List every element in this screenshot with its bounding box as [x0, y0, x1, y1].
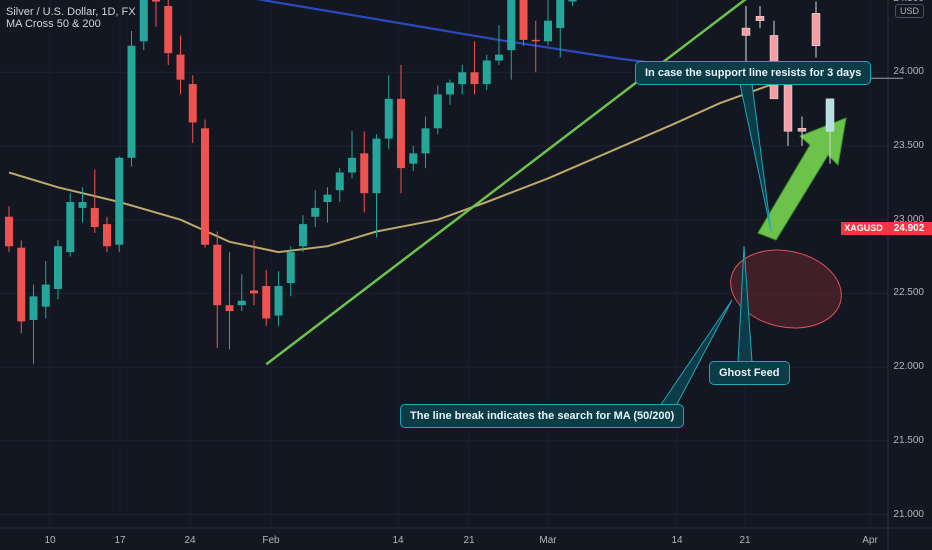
candle-body [274, 286, 283, 316]
plot-area [0, 0, 888, 528]
ma50-line [8, 78, 794, 254]
x-tick-label: Apr [862, 535, 878, 546]
candle-body [372, 138, 381, 194]
candle-body [90, 207, 99, 228]
candle-body [495, 54, 503, 61]
candle-body [335, 172, 344, 191]
candle-body [482, 60, 491, 85]
candle-body [41, 284, 50, 307]
x-tick-label: Mar [539, 535, 557, 546]
symbol-price-tag: XAGUSD [841, 222, 886, 235]
candle-body [446, 82, 454, 95]
ghost-candle-body [755, 16, 765, 21]
candle-body [201, 128, 209, 245]
candle-body [188, 84, 197, 123]
support-trend-line [265, 0, 747, 366]
x-tick-label: 21 [739, 535, 751, 546]
candle-body [237, 300, 246, 306]
line-break-callout[interactable]: The line break indicates the search for … [400, 404, 685, 428]
candle-body [29, 296, 38, 320]
candle-body [568, 0, 577, 2]
candle-body [152, 0, 160, 2]
ghost-candle-body [797, 128, 807, 132]
candle-body [544, 20, 552, 42]
x-tick-label: Feb [262, 535, 280, 546]
y-tick-label: 23.500 [893, 140, 924, 151]
indicator-label: MA Cross 50 & 200 [6, 18, 101, 30]
symbol-title: Silver / U.S. Dollar, 1D, FX [6, 6, 136, 18]
candle-body [286, 252, 295, 284]
y-tick-label: 22.000 [893, 361, 924, 373]
candle-body [421, 128, 430, 154]
x-tick-label: 14 [392, 535, 404, 546]
candle-body [397, 98, 405, 169]
candle-body [225, 305, 234, 312]
ghost-feed-callout[interactable]: Ghost Feed [709, 361, 790, 385]
candle-body [17, 247, 26, 322]
ghost-feed-ellipse [730, 249, 842, 329]
candle-body [103, 224, 111, 247]
last-price-tag: 24.902 [886, 222, 932, 235]
candle-body [458, 72, 467, 85]
candle-body [556, 0, 565, 29]
candle-body [519, 0, 528, 40]
ghost-candle-body [783, 79, 793, 132]
candle-body [78, 202, 87, 208]
support-callout[interactable]: In case the support line resists for 3 d… [635, 61, 872, 85]
x-tick-label: 21 [463, 535, 475, 546]
y-tick-label: 22.500 [893, 287, 924, 299]
candle-body [176, 54, 185, 80]
candle-body [299, 224, 307, 247]
candle-body [250, 290, 258, 294]
y-tick-label: 21.500 [893, 434, 924, 446]
x-tick-label: 17 [114, 535, 126, 546]
candle-body [384, 98, 393, 139]
candle-body [311, 207, 320, 217]
candle-body [409, 153, 418, 164]
ghost-candle-body [811, 13, 821, 47]
candle-body [127, 45, 136, 158]
ghost-candle-body [825, 98, 835, 132]
candle-body [139, 0, 148, 42]
ghost-candle-body [741, 27, 751, 36]
candle-body [262, 286, 271, 319]
currency-badge[interactable]: USD [894, 4, 924, 18]
candle-body [213, 244, 222, 306]
candle-body [164, 5, 173, 54]
candle-body [470, 72, 479, 85]
candle-body [531, 39, 540, 42]
candle-body [433, 94, 442, 129]
candle-body [66, 202, 75, 253]
candle-body [360, 153, 369, 194]
candle-body [54, 246, 62, 289]
x-tick-label: 24 [184, 535, 196, 546]
x-tick-label: 10 [44, 535, 56, 546]
y-tick-label: 24.000 [893, 66, 924, 78]
candle-body [348, 157, 356, 173]
candle-body [507, 0, 516, 51]
candle-body [5, 216, 13, 247]
candle-body [115, 157, 124, 245]
projection-arrow [757, 117, 847, 241]
y-tick-label: 24.500 [893, 0, 924, 4]
candle-body [323, 194, 332, 203]
y-tick-label: 23.000 [893, 213, 924, 225]
y-tick-label: 21.000 [893, 508, 924, 520]
x-tick-label: 14 [671, 535, 683, 546]
